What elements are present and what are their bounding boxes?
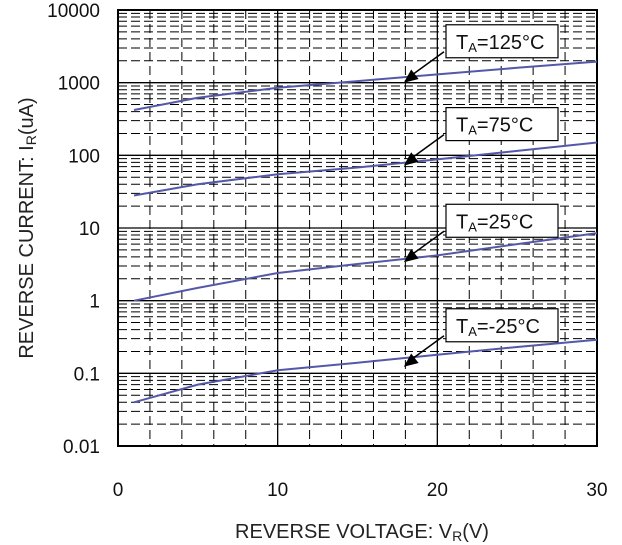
y-tick-label: 10 <box>79 219 100 240</box>
series-label-rest: =125°C <box>477 32 545 54</box>
y-axis-title-unit: (uA) <box>16 97 38 135</box>
series-label: TA=125°C <box>456 32 544 55</box>
x-tick-labels: 0 10 20 30 <box>113 480 608 501</box>
x-tick-label: 30 <box>586 480 607 501</box>
series-label-main: T <box>456 211 468 233</box>
series-label-box <box>445 106 559 142</box>
series-label-sub: A <box>468 324 477 339</box>
series-label-sub: A <box>468 40 477 55</box>
label-arrow-head <box>403 353 419 367</box>
y-tick-label: 0.1 <box>74 364 100 385</box>
series-label-box <box>445 24 559 59</box>
series-lines <box>133 60 597 404</box>
series-line <box>133 141 597 197</box>
series-line <box>133 60 597 111</box>
series-labels: TA=125°CTA=75°CTA=25°CTA=-25°C <box>403 24 559 367</box>
x-tick-label: 10 <box>267 480 288 501</box>
x-axis-title-sub: R <box>452 528 462 544</box>
y-axis-title-main: REVERSE CURRENT: I <box>16 145 38 358</box>
label-arrow-head <box>403 249 419 263</box>
y-axis-title-sub: R <box>23 135 39 145</box>
series-label-rest: =75°C <box>477 115 533 137</box>
y-tick-label: 100 <box>68 146 100 167</box>
x-axis-title-unit: (V) <box>462 521 489 543</box>
x-axis-title-main: REVERSE VOLTAGE: V <box>235 521 453 543</box>
x-axis-title: REVERSE VOLTAGE: VR(V) <box>235 521 489 544</box>
series-label-box <box>445 308 559 343</box>
series-label: TA=25°C <box>456 211 533 234</box>
series-label-sub: A <box>468 219 477 234</box>
series-label-sub: A <box>468 123 477 138</box>
plot-frame <box>117 9 598 447</box>
series-label-box <box>445 203 559 238</box>
y-tick-label: 1000 <box>58 74 100 95</box>
series-label-main: T <box>456 316 468 338</box>
series-line <box>133 338 597 404</box>
y-axis-title: REVERSE CURRENT: IR(uA) <box>16 97 39 358</box>
series-label: TA=-25°C <box>456 316 540 339</box>
y-tick-label: 1 <box>89 292 100 313</box>
label-arrow-head <box>403 152 419 166</box>
y-tick-label: 0.01 <box>63 437 100 458</box>
series-label-rest: =-25°C <box>477 316 540 338</box>
series-label-main: T <box>456 32 468 54</box>
series-label-rest: =25°C <box>477 211 533 233</box>
series-line <box>133 232 597 302</box>
plot-grid <box>118 10 597 446</box>
x-tick-label: 20 <box>427 480 448 501</box>
y-tick-labels: 0.01 0.1 1 10 100 1000 10000 <box>47 1 100 458</box>
label-arrow-head <box>403 69 419 83</box>
y-tick-label: 10000 <box>47 1 100 22</box>
x-tick-label: 0 <box>113 480 124 501</box>
series-label: TA=75°C <box>456 115 533 138</box>
series-label-main: T <box>456 115 468 137</box>
